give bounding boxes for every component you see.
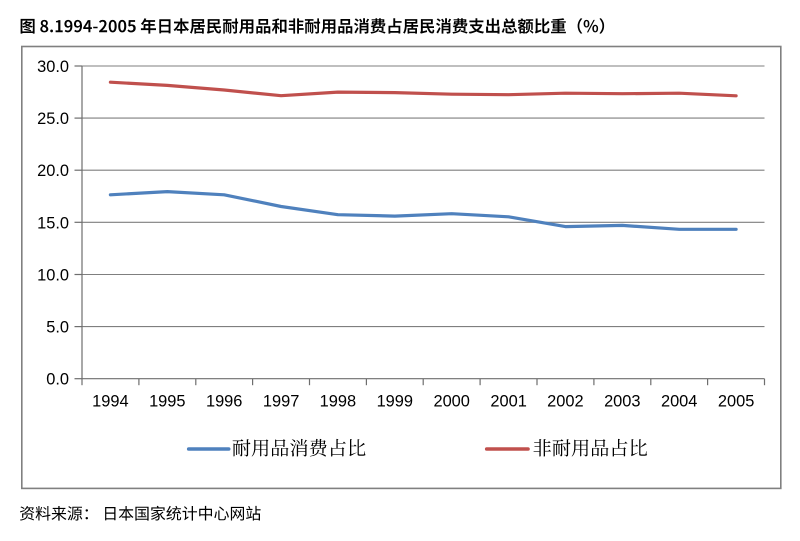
svg-text:10.0: 10.0 xyxy=(37,267,69,285)
svg-text:2004: 2004 xyxy=(661,393,697,411)
svg-text:5.0: 5.0 xyxy=(46,319,69,337)
svg-text:2005: 2005 xyxy=(718,393,754,411)
svg-text:2001: 2001 xyxy=(490,393,526,411)
svg-text:1997: 1997 xyxy=(263,393,299,411)
svg-text:2003: 2003 xyxy=(604,393,640,411)
svg-text:0.0: 0.0 xyxy=(46,371,69,389)
svg-text:1998: 1998 xyxy=(320,393,356,411)
svg-text:1995: 1995 xyxy=(149,393,185,411)
svg-text:1996: 1996 xyxy=(206,393,242,411)
svg-text:30.0: 30.0 xyxy=(37,58,69,76)
svg-text:2000: 2000 xyxy=(433,393,469,411)
svg-text:20.0: 20.0 xyxy=(37,162,69,180)
svg-text:2002: 2002 xyxy=(547,393,583,411)
svg-text:25.0: 25.0 xyxy=(37,110,69,128)
svg-text:15.0: 15.0 xyxy=(37,214,69,232)
svg-text:1994: 1994 xyxy=(92,393,128,411)
svg-text:1999: 1999 xyxy=(377,393,413,411)
